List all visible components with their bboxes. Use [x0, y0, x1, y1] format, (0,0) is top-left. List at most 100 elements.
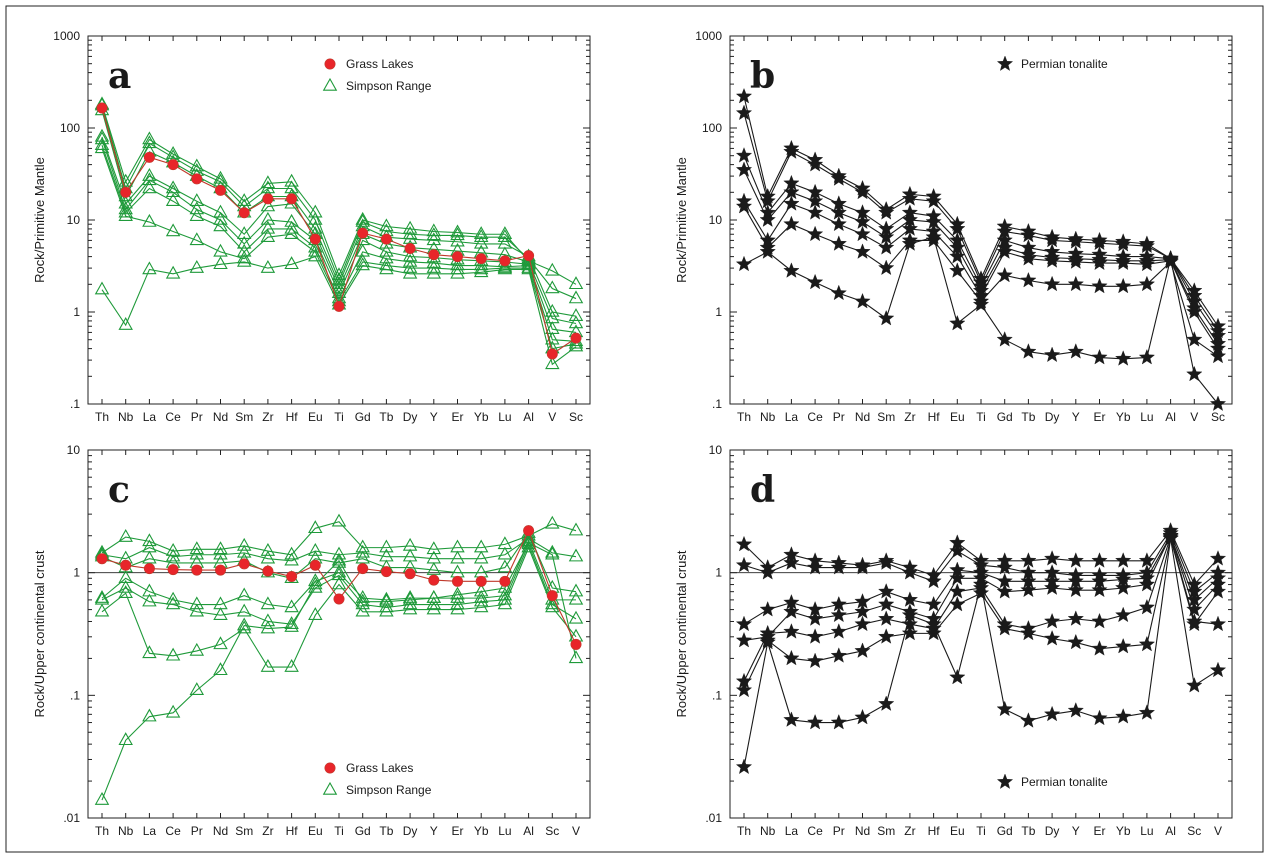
permian-tonalite-point — [1209, 661, 1227, 678]
permian-tonalite-point — [1043, 630, 1061, 646]
permian-tonalite-point — [925, 572, 942, 589]
grass-lakes-point — [428, 574, 440, 586]
simpson-range-point — [236, 253, 252, 267]
x-tick-label: Sm — [235, 824, 253, 838]
simpson-range-point — [331, 576, 347, 590]
permian-tonalite-point — [735, 681, 753, 698]
simpson-range-point — [260, 550, 276, 564]
y-axis-label: Rock/Upper continental crust — [32, 550, 47, 717]
permian-tonalite-point — [1138, 704, 1156, 720]
permian-tonalite-point — [830, 647, 847, 663]
x-tick-label: Ti — [334, 410, 344, 424]
panel-letter: c — [108, 469, 130, 511]
simpson-range-point — [284, 616, 299, 629]
grass-lakes-point — [167, 564, 179, 576]
permian-tonalite-point — [1091, 709, 1108, 726]
simpson-range-point — [236, 243, 252, 257]
permian-tonalite-point — [1043, 346, 1061, 363]
permian-tonalite-point — [854, 243, 871, 259]
grass-lakes-point — [428, 249, 440, 261]
simpson-range-point — [236, 603, 252, 617]
permian-tonalite-point — [878, 239, 895, 255]
grass-lakes-point — [262, 193, 274, 205]
permian-tonalite-point — [972, 575, 990, 592]
simpson-range-point — [426, 232, 442, 246]
simpson-range-point — [497, 258, 513, 272]
permian-tonalite-point — [996, 331, 1013, 347]
simpson-range-point — [545, 280, 560, 294]
simpson-range-point — [308, 520, 323, 534]
grass-lakes-point — [238, 207, 250, 219]
permian-tonalite-point — [1186, 677, 1203, 693]
panel-letter: d — [750, 469, 775, 511]
simpson-range-point — [568, 276, 584, 290]
grass-lakes-point — [309, 559, 321, 571]
simpson-range-point — [118, 732, 133, 746]
grass-lakes-point — [546, 590, 558, 602]
simpson-range-point — [236, 620, 252, 634]
permian-tonalite-point — [735, 197, 753, 214]
simpson-range-point — [236, 587, 252, 601]
panel-b-chart: .1 1 10 100 1000 Th Nb La Ce Pr Nd Sm Zr Hf Eu Ti Gd Tb Dy… — [674, 29, 1233, 424]
x-tick-label: Eu — [308, 410, 323, 424]
x-tick-label: Ti — [976, 824, 986, 838]
y-axis-label: Rock/Upper continental crust — [674, 550, 689, 717]
y-tick-label: 100 — [702, 121, 722, 135]
permian-tonalite-point — [1020, 226, 1037, 243]
x-tick-label: Tb — [379, 824, 393, 838]
grass-lakes-point — [333, 300, 345, 312]
permian-tonalite-point — [1115, 708, 1132, 724]
simpson-range-point — [213, 541, 228, 555]
legend-label: Simpson Range — [346, 783, 432, 797]
x-tick-label: Dy — [403, 410, 418, 424]
permian-tonalite-point — [1020, 712, 1037, 728]
simpson-range-point — [568, 315, 584, 329]
series-line — [101, 542, 577, 801]
permian-tonalite-point — [1020, 250, 1037, 266]
permian-tonalite-point — [949, 569, 966, 586]
simpson-range-point — [473, 550, 489, 564]
permian-tonalite-point — [996, 243, 1013, 259]
simpson-range-point — [142, 261, 157, 275]
simpson-range-point — [521, 534, 536, 548]
x-tick-label: Gd — [997, 824, 1013, 838]
x-tick-label: La — [143, 824, 157, 838]
simpson-range-point — [568, 308, 584, 321]
permian-tonalite-point — [1209, 583, 1227, 599]
simpson-range-point — [260, 220, 276, 234]
x-tick-label: Hf — [286, 410, 299, 424]
simpson-range-point — [473, 590, 489, 603]
simpson-range-point — [213, 607, 228, 620]
grass-lakes-point — [404, 243, 416, 255]
permian-tonalite-point — [1115, 552, 1132, 568]
simpson-range-point — [118, 528, 133, 542]
x-tick-label: Hf — [928, 824, 941, 838]
simpson-range-point — [308, 204, 323, 218]
permian-tonalite-point — [1043, 275, 1061, 292]
simpson-range-point — [379, 603, 394, 617]
permian-tonalite-point — [830, 623, 847, 639]
grass-lakes-point — [451, 575, 463, 587]
series-line — [101, 546, 577, 668]
permian-tonalite-point — [1186, 303, 1203, 319]
panel-letter: b — [750, 55, 775, 97]
permian-tonalite-point — [1067, 275, 1084, 292]
simpson-range-point — [213, 662, 228, 676]
simpson-range-point — [473, 229, 489, 242]
simpson-range-point — [213, 546, 228, 560]
permian-tonalite-point — [996, 620, 1013, 636]
simpson-range-point — [355, 603, 370, 617]
permian-tonalite-point — [1186, 615, 1203, 632]
permian-tonalite-point — [901, 235, 919, 251]
permian-tonalite-point — [1091, 640, 1108, 656]
x-tick-label: Yb — [1116, 410, 1131, 424]
y-tick-label: 1 — [715, 305, 722, 319]
permian-tonalite-point — [1020, 581, 1037, 598]
simpson-range-point — [189, 232, 205, 246]
grass-lakes-point — [523, 525, 535, 537]
x-tick-label: Ce — [165, 410, 181, 424]
x-tick-label: Eu — [950, 824, 965, 838]
series-line — [101, 136, 577, 325]
simpson-range-point — [165, 647, 181, 661]
y-tick-label: .1 — [712, 397, 722, 411]
